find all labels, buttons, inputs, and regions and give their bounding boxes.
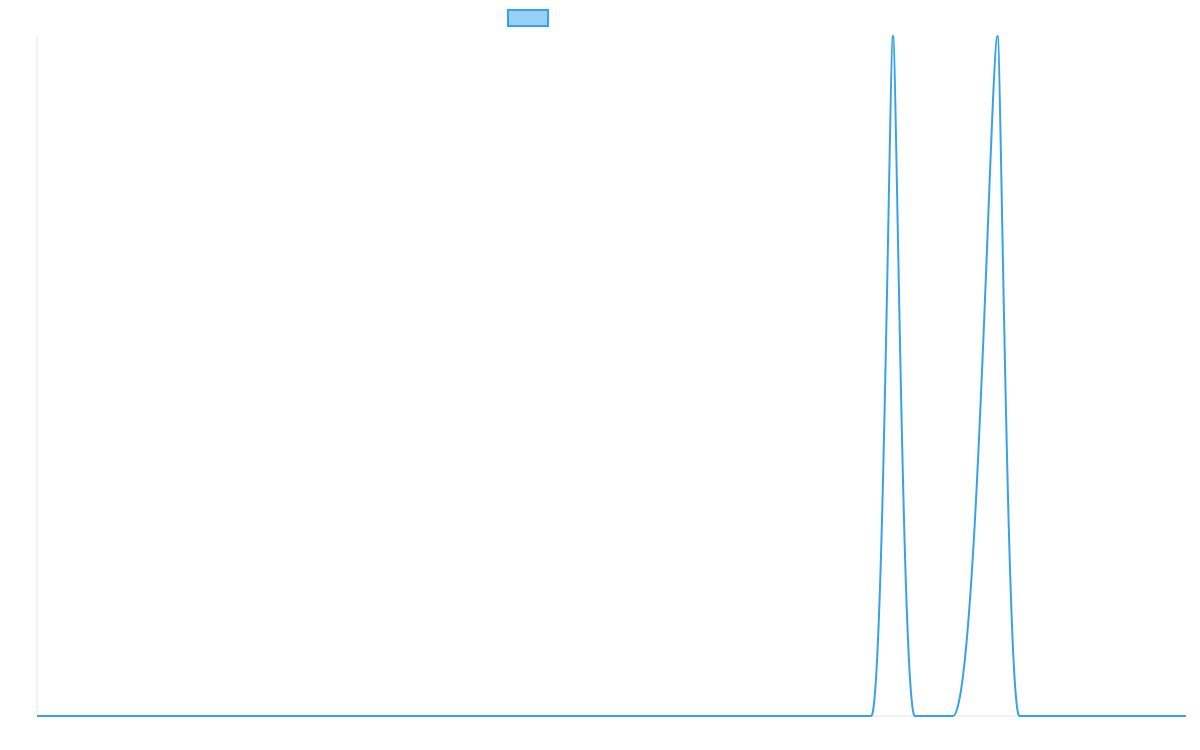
legend-swatch[interactable] [507, 9, 549, 27]
legend[interactable] [507, 9, 549, 27]
series-layer [37, 34, 1186, 717]
series-line-0 [37, 34, 1186, 717]
